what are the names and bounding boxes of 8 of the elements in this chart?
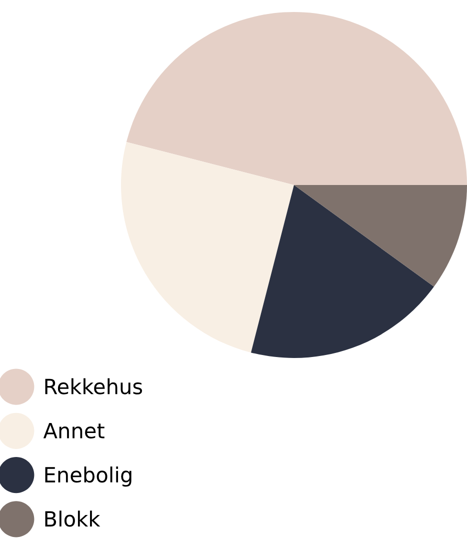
pie-slice	[126, 12, 467, 185]
pie-slice	[294, 185, 467, 287]
legend-label: Enebolig	[45, 466, 132, 487]
legend-label: Blokk	[45, 510, 100, 527]
pie-slice	[250, 185, 434, 358]
legend-label: Rekkehus	[45, 378, 142, 394]
pie-slice	[121, 142, 294, 353]
legend-label: Annet	[43, 423, 104, 438]
